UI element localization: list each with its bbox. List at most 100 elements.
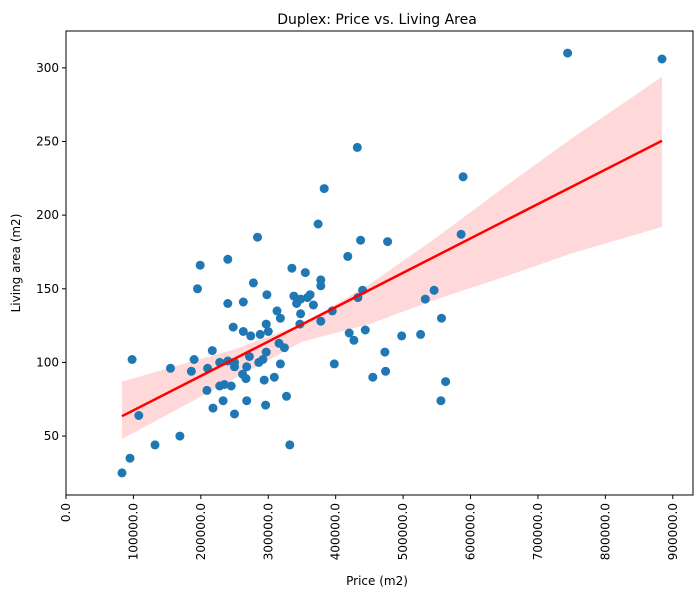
scatter-point (166, 363, 175, 373)
scatter-point (381, 366, 391, 376)
scatter-point (202, 385, 212, 395)
scatter-point (269, 372, 279, 382)
scatter-point (368, 372, 378, 382)
scatter-point (228, 322, 238, 332)
scatter-point (313, 219, 323, 229)
scatter-point (397, 331, 407, 341)
scatter-point (319, 184, 329, 194)
scatter-point (262, 290, 272, 300)
y-axis: 50 100 150 200 250 300 (36, 61, 66, 443)
scatter-point (279, 343, 289, 353)
scatter-point (416, 329, 426, 339)
x-tick-label: 900000.0 (666, 503, 680, 560)
x-tick-label: 600000.0 (464, 503, 478, 560)
scatter-point (259, 375, 269, 385)
scatter-points-layer (117, 48, 667, 478)
scatter-point (253, 232, 262, 242)
scatter-point (134, 411, 144, 420)
y-tick-label: 300 (36, 61, 59, 75)
scatter-point (261, 319, 271, 329)
scatter-point (383, 237, 393, 247)
scatter-point (207, 346, 217, 356)
scatter-point (380, 347, 390, 357)
scatter-point (218, 396, 228, 406)
scatter-point (261, 347, 271, 357)
x-tick-label: 700000.0 (531, 503, 545, 560)
scatter-point (261, 400, 271, 410)
regression-line (121, 139, 663, 418)
x-tick-label: 200000.0 (194, 503, 208, 560)
scatter-point (329, 359, 339, 369)
plot-area-frame (65, 30, 694, 496)
scatter-point (248, 278, 258, 288)
scatter-point (241, 374, 251, 384)
scatter-point (349, 335, 359, 345)
scatter-point (441, 377, 451, 387)
x-tick-label: 500000.0 (396, 503, 410, 560)
scatter-point (125, 453, 135, 463)
scatter-point (275, 359, 285, 369)
scatter-point (255, 329, 265, 339)
scatter-point (263, 327, 273, 336)
scatter-point (360, 325, 370, 335)
scatter-point (287, 263, 297, 273)
scatter-point (343, 251, 353, 261)
scatter-point (308, 300, 318, 310)
scatter-point (226, 381, 236, 391)
scatter-point (275, 313, 285, 323)
scatter-point (195, 260, 205, 270)
scatter-point (238, 327, 248, 336)
scatter-point (242, 362, 252, 372)
scatter-point (150, 440, 160, 450)
x-axis-label: Price (m2) (346, 574, 408, 588)
scatter-point (356, 235, 366, 245)
x-tick-label: 300000.0 (261, 503, 275, 560)
scatter-point (238, 297, 248, 307)
y-axis-label: Living area (m2) (9, 214, 23, 313)
scatter-point (458, 172, 468, 182)
scatter-point (127, 355, 137, 364)
x-axis: 0.0 100000.0 200000.0 300000.0 400000.0 50000… (59, 495, 680, 560)
scatter-point (175, 431, 185, 441)
x-tick-label: 800000.0 (598, 503, 612, 560)
x-tick-label: 400000.0 (329, 503, 343, 560)
y-tick-label: 50 (44, 429, 59, 443)
scatter-point (657, 54, 667, 64)
scatter-point (436, 396, 446, 406)
scatter-point (300, 268, 310, 278)
y-tick-label: 150 (36, 282, 59, 296)
regression-line-layer (121, 139, 663, 418)
scatter-point (296, 294, 306, 304)
scatter-point (193, 284, 202, 294)
scatter-point (420, 294, 430, 304)
scatter-point (244, 352, 254, 361)
scatter-point (208, 403, 218, 413)
y-tick-label: 250 (36, 134, 59, 148)
scatter-point (285, 440, 295, 450)
confidence-band (122, 76, 662, 439)
x-tick-label: 100000.0 (126, 503, 140, 560)
x-tick-label: 0.0 (59, 503, 73, 522)
scatter-point (282, 391, 291, 401)
scatter-point (189, 355, 199, 364)
scatter-point (223, 299, 233, 308)
scatter-point (230, 409, 239, 419)
scatter-point (563, 48, 573, 58)
scatter-point (219, 380, 229, 389)
scatter-point (305, 290, 315, 300)
scatter-point (296, 309, 306, 319)
scatter-point (258, 355, 268, 364)
confidence-band-layer (122, 76, 662, 439)
scatter-point (242, 396, 252, 406)
scatter-point (289, 291, 299, 301)
scatter-point (344, 328, 354, 338)
scatter-point (272, 306, 282, 316)
scatter-point (429, 285, 439, 295)
scatter-point (437, 313, 446, 323)
y-tick-label: 100 (36, 355, 59, 369)
scatter-point (117, 468, 127, 478)
scatter-point (246, 331, 256, 341)
scatter-point (223, 254, 233, 264)
scatter-point (186, 366, 196, 376)
